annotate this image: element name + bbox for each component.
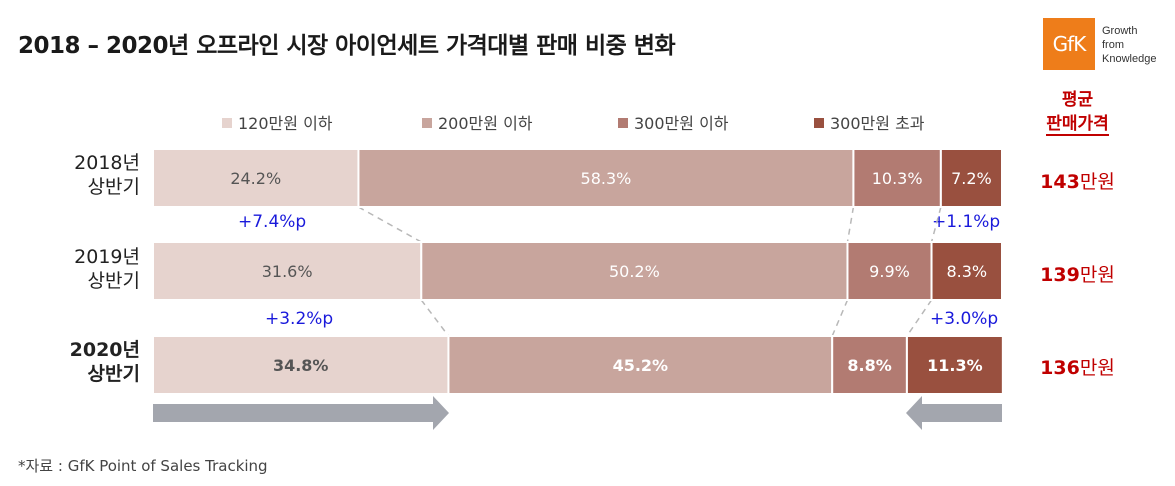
average-price-header-line1: 평균: [1061, 90, 1094, 110]
bar-label-1-3: 8.3%: [946, 262, 987, 281]
average-price-2020: 136만원: [1020, 353, 1135, 380]
connector-1-1: [420, 299, 450, 337]
average-price-2019-number: 139: [1040, 264, 1080, 286]
arrow-left: [906, 396, 1002, 430]
connector-lines: [358, 206, 942, 337]
bar-label-0-0: 24.2%: [230, 169, 281, 188]
bar-segment-1-0: [152, 241, 423, 301]
legend-swatch-2: [422, 118, 432, 128]
bar-label-1-2: 9.9%: [869, 262, 910, 281]
bar-label-2-0: 34.8%: [273, 356, 329, 375]
arrow-right: [153, 396, 449, 430]
bar-segment-0-2: [852, 148, 942, 208]
row-label-2020: 2020년 상반기: [40, 338, 140, 386]
change-low-2019-2020: +3.2%p: [265, 309, 334, 329]
legend-swatch-3: [618, 118, 628, 128]
legend-label-3: 300만원 이하: [634, 114, 729, 133]
legend-item-4: 300만원 초과: [814, 110, 925, 134]
legend-label-4: 300만원 초과: [830, 114, 925, 133]
bar-segment-0-0: [152, 148, 360, 208]
bar-segment-2-3: [905, 335, 1004, 395]
connector-1-3: [906, 299, 933, 337]
legend-label-1: 120만원 이하: [238, 114, 333, 133]
legend-swatch-1: [222, 118, 232, 128]
connector-1-2: [831, 299, 849, 337]
row-label-2018: 2018년 상반기: [40, 151, 140, 199]
average-price-2020-number: 136: [1040, 357, 1080, 379]
bar-label-1-0: 31.6%: [262, 262, 313, 281]
row-label-2019: 2019년 상반기: [40, 245, 140, 293]
average-price-2019-unit: 만원: [1079, 264, 1115, 286]
legend-swatch-4: [814, 118, 824, 128]
trend-arrows: [153, 396, 1002, 430]
bar-label-2-1: 45.2%: [613, 356, 669, 375]
bar-segment-2-1: [447, 335, 834, 395]
gfk-logo: GfK Growth from Knowledge: [1043, 18, 1168, 72]
source-note: *자료 : GfK Point of Sales Tracking: [18, 457, 268, 475]
chart-title: 2018 – 2020년 오프라인 시장 아이언세트 가격대별 판매 비중 변화: [18, 33, 676, 59]
bar-label-2-3: 11.3%: [927, 356, 983, 375]
change-high-2019-2020: +3.0%p: [930, 309, 999, 329]
bars-group: 24.2% 58.3% 10.3% 7.2% 31.6% 50.2% 9.9% 8.3% 34.…: [152, 148, 1004, 395]
row-label-2020-year: 2020년: [69, 339, 140, 361]
bar-segment-1-2: [846, 241, 933, 301]
connector-0-1: [358, 206, 422, 243]
bar-segment-0-3: [939, 148, 1004, 208]
bar-label-1-1: 50.2%: [609, 262, 660, 281]
legend-item-3: 300만원 이하: [618, 110, 729, 134]
average-price-2020-unit: 만원: [1079, 357, 1115, 379]
average-price-2018-number: 143: [1040, 171, 1080, 193]
bar-label-0-2: 10.3%: [872, 169, 923, 188]
legend-item-1: 120만원 이하: [222, 110, 333, 134]
bar-segment-1-3: [930, 241, 1004, 301]
average-price-2019: 139만원: [1020, 260, 1135, 287]
average-price-header-line2: 판매가격: [1046, 114, 1109, 136]
gfk-logo-mark: GfK: [1043, 18, 1095, 70]
connector-0-3: [930, 206, 942, 243]
average-price-header: 평균 판매가격: [1020, 88, 1135, 136]
bar-label-0-1: 58.3%: [581, 169, 632, 188]
legend-item-2: 200만원 이하: [422, 110, 533, 134]
bar-segment-1-1: [420, 241, 849, 301]
bar-segment-2-0: [152, 335, 450, 395]
row-label-2018-year: 2018년: [74, 152, 140, 174]
row-label-2020-half: 상반기: [87, 363, 140, 385]
row-label-2019-year: 2019년: [74, 246, 140, 268]
row-label-2019-half: 상반기: [87, 270, 140, 292]
change-high-2018-2019: +1.1%p: [932, 212, 1001, 232]
average-price-2018: 143만원: [1020, 167, 1135, 194]
bar-segment-0-1: [357, 148, 855, 208]
row-label-2018-half: 상반기: [87, 176, 140, 198]
gfk-logo-tagline: Growth from Knowledge: [1102, 25, 1157, 65]
connector-0-2: [846, 206, 855, 243]
average-price-2018-unit: 만원: [1079, 171, 1115, 193]
change-low-2018-2019: +7.4%p: [238, 212, 307, 232]
bar-segment-2-2: [831, 335, 908, 395]
bar-label-2-2: 8.8%: [847, 356, 891, 375]
legend-label-2: 200만원 이하: [438, 114, 533, 133]
bar-label-0-3: 7.2%: [951, 169, 992, 188]
